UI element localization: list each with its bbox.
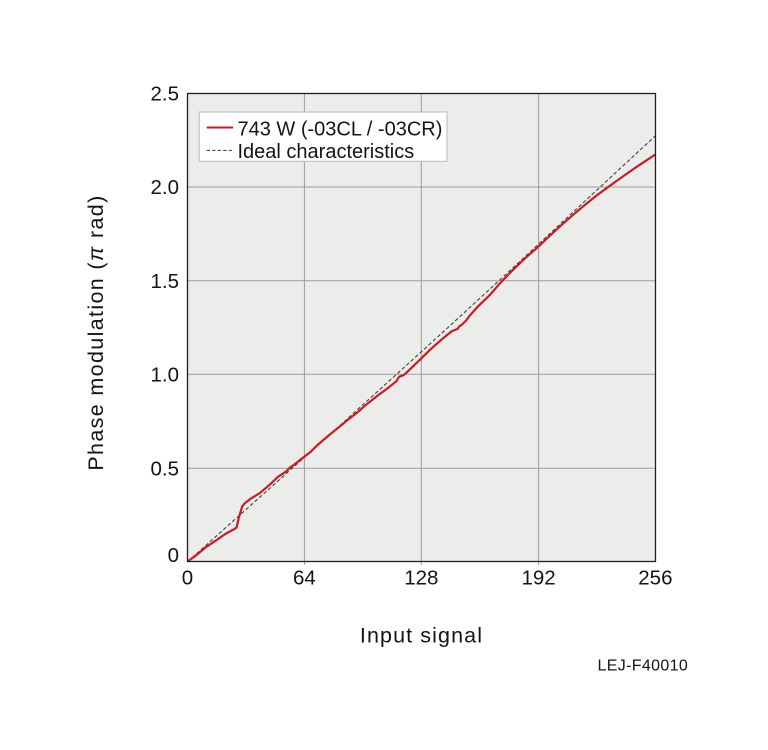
svg-text:0: 0	[168, 544, 179, 567]
svg-text:192: 192	[521, 566, 555, 589]
svg-text:128: 128	[404, 566, 438, 589]
svg-text:743 W (-03CL / -03CR): 743 W (-03CL / -03CR)	[238, 118, 443, 140]
svg-text:0.5: 0.5	[151, 457, 180, 480]
svg-text:2.5: 2.5	[151, 83, 180, 106]
svg-text:Ideal characteristics: Ideal characteristics	[238, 141, 415, 163]
svg-text:1.5: 1.5	[151, 270, 180, 293]
svg-text:2.0: 2.0	[151, 176, 180, 199]
svg-text:256: 256	[638, 566, 672, 589]
svg-text:64: 64	[293, 566, 316, 589]
svg-text:1.0: 1.0	[151, 363, 180, 386]
svg-text:Phase modulation (π rad): Phase modulation (π rad)	[84, 194, 108, 470]
svg-text:Input signal: Input signal	[360, 624, 483, 648]
svg-text:LEJ-F40010: LEJ-F40010	[598, 658, 689, 675]
svg-text:0: 0	[182, 566, 193, 589]
